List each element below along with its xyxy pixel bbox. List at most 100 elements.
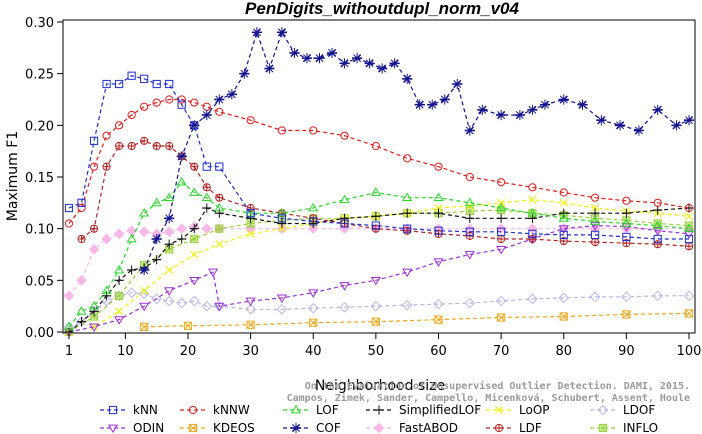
- data-point: [684, 234, 694, 244]
- legend-label: FastABOD: [399, 421, 458, 434]
- data-point: [246, 209, 255, 218]
- data-point: [76, 275, 87, 286]
- marker-stroke: [377, 64, 387, 73]
- data-point: [102, 131, 111, 140]
- marker-stroke: [453, 79, 462, 89]
- series-lof: [63, 176, 695, 331]
- data-point: [683, 230, 695, 240]
- y-tick-label: 0.15: [25, 171, 54, 186]
- series-line: [68, 224, 690, 333]
- marker-stroke: [559, 95, 568, 104]
- data-point: [113, 290, 125, 302]
- marker-stroke: [496, 110, 506, 120]
- legend-item-odin: ODIN: [100, 421, 164, 434]
- data-point: [201, 192, 212, 202]
- data-point: [652, 290, 663, 302]
- data-point: [402, 268, 413, 278]
- data-point: [163, 295, 175, 307]
- legend-item-ldof: LDOF: [590, 403, 655, 417]
- data-point: [373, 422, 385, 434]
- x-tick-label: 90: [618, 344, 635, 359]
- data-point: [176, 176, 187, 186]
- data-point: [190, 98, 199, 107]
- marker-stroke: [190, 250, 199, 259]
- data-point: [653, 198, 662, 207]
- data-point: [290, 404, 302, 414]
- x-tick-label: 40: [305, 344, 322, 359]
- data-point: [188, 423, 198, 433]
- data-point: [307, 302, 319, 314]
- marker-stroke: [528, 105, 537, 114]
- data-point: [370, 300, 382, 312]
- marker-stroke: [578, 100, 587, 109]
- data-point: [527, 293, 538, 305]
- x-tick-label: 70: [493, 344, 510, 359]
- marker-stroke: [478, 105, 487, 114]
- marker-stroke: [559, 312, 568, 321]
- data-point: [152, 79, 161, 89]
- marker-stroke: [139, 265, 149, 275]
- data-point: [77, 203, 86, 213]
- data-point: [276, 294, 288, 304]
- data-point: [245, 207, 256, 217]
- marker-stroke: [497, 313, 506, 322]
- data-point: [246, 320, 255, 329]
- data-point: [622, 310, 631, 319]
- legend-label: KDEOS: [213, 421, 255, 434]
- marker-stroke: [495, 406, 503, 414]
- marker-stroke: [434, 315, 443, 324]
- series-line: [68, 98, 690, 224]
- marker-stroke: [202, 110, 211, 120]
- data-point: [63, 321, 75, 331]
- data-point: [684, 203, 694, 213]
- marker-stroke: [434, 204, 443, 212]
- data-point: [188, 405, 198, 415]
- marker-stroke: [190, 121, 199, 130]
- x-tick-label: 60: [430, 344, 447, 359]
- data-point: [102, 79, 111, 89]
- marker-stroke: [591, 204, 600, 212]
- marker-stroke: [465, 126, 474, 135]
- data-point: [140, 74, 149, 83]
- x-axis-label: Neighborhood size: [315, 378, 445, 394]
- data-point: [246, 116, 255, 125]
- y-tick-label: 0.25: [25, 68, 54, 83]
- marker-stroke: [365, 59, 374, 68]
- data-point: [140, 322, 149, 331]
- data-point: [115, 121, 124, 130]
- data-point: [497, 313, 506, 322]
- data-point: [589, 222, 601, 231]
- legend-label: LDOF: [623, 403, 655, 417]
- data-point: [101, 285, 112, 295]
- data-point: [201, 300, 213, 312]
- data-point: [621, 291, 632, 303]
- data-point: [215, 107, 224, 117]
- data-point: [497, 178, 506, 187]
- marker-stroke: [240, 69, 249, 78]
- data-point: [189, 187, 200, 196]
- series-line: [68, 75, 689, 240]
- data-point: [164, 287, 175, 296]
- marker-stroke: [252, 28, 262, 37]
- legend-label: ODIN: [133, 421, 164, 434]
- data-point: [207, 268, 219, 278]
- marker-stroke: [215, 240, 224, 249]
- data-point: [276, 303, 288, 315]
- series-knn: [64, 71, 694, 244]
- data-point: [277, 126, 287, 135]
- x-tick-label: 30: [242, 344, 259, 359]
- legend-item-knnw: kNNW: [180, 403, 250, 417]
- data-point: [371, 221, 380, 230]
- data-point: [127, 110, 136, 120]
- legend-item-ldf: LDF: [486, 421, 542, 434]
- data-point: [77, 198, 86, 207]
- legend-label: kNN: [133, 403, 158, 417]
- legend-label: LDF: [519, 421, 542, 434]
- data-point: [653, 234, 662, 244]
- marker-stroke: [189, 424, 197, 432]
- data-point: [370, 187, 381, 196]
- marker-stroke: [177, 152, 186, 161]
- series-layer: [63, 27, 695, 338]
- data-point: [64, 219, 74, 228]
- legend-label: kNNW: [213, 403, 250, 417]
